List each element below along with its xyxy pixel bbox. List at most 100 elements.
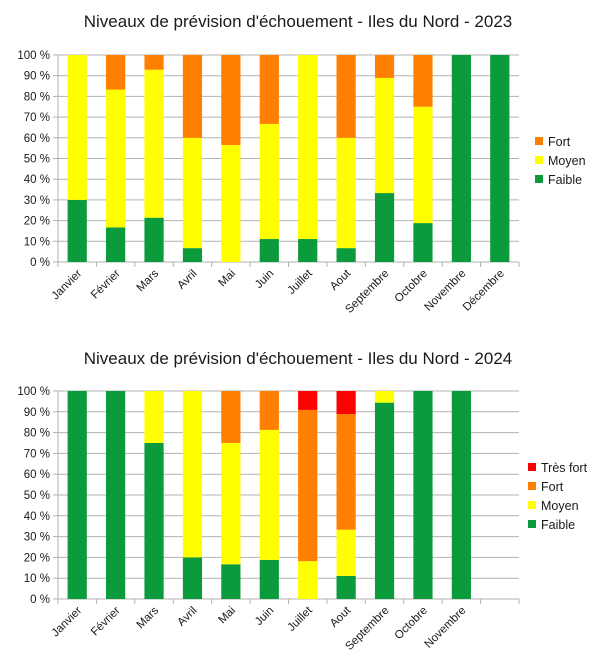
legend-label-fort: Fort <box>548 135 571 149</box>
x-tick-label: Juin <box>253 605 276 628</box>
x-tick-label: Février <box>89 605 123 639</box>
legend-label-faible: Faible <box>548 173 582 187</box>
x-tick-label: Avril <box>175 268 199 292</box>
bar-faible-fevrier <box>106 227 126 262</box>
y-tick-label: 0 % <box>30 594 50 606</box>
x-tick-label: Aout <box>328 267 354 293</box>
y-tick-label: 70 % <box>24 448 50 460</box>
bar-fort-aout <box>336 414 356 530</box>
bar-fort-aout <box>336 55 356 138</box>
bar-faible-juillet <box>298 239 318 262</box>
bar-faible-decembre <box>490 55 510 262</box>
x-tick-label: Janvier <box>50 268 85 303</box>
bar-faible-mars <box>144 443 164 599</box>
legend-swatch-tres-fort <box>528 463 536 471</box>
bar-faible-septembre <box>374 402 395 599</box>
y-tick-label: 90 % <box>24 407 50 419</box>
y-tick-label: 60 % <box>24 133 50 145</box>
y-tick-label: 10 % <box>24 236 50 248</box>
legend-label-tres-fort: Très fort <box>541 461 588 475</box>
x-tick-label: Juillet <box>286 267 316 297</box>
y-tick-label: 60 % <box>24 469 50 481</box>
bar-moyen-avril <box>182 137 203 249</box>
chart-2: Niveaux de prévision d'échouement - Iles… <box>17 349 587 653</box>
bar-faible-avril <box>182 248 203 262</box>
x-tick-label: Février <box>89 268 123 302</box>
legend-label-moyen: Moyen <box>541 499 579 513</box>
y-tick-label: 100 % <box>17 50 50 62</box>
legend-swatch-fort <box>535 137 543 145</box>
y-tick-label: 30 % <box>24 195 50 207</box>
bar-faible-janvier <box>67 199 87 262</box>
y-tick-label: 30 % <box>24 532 50 544</box>
y-tick-label: 80 % <box>24 91 50 103</box>
x-tick-label: Aout <box>328 604 354 630</box>
bar-faible-novembre <box>451 55 471 262</box>
legend-label-moyen: Moyen <box>548 154 586 168</box>
bar-fort-avril <box>182 55 203 138</box>
bar-moyen-juin <box>259 123 279 240</box>
bar-fort-juin <box>259 391 279 430</box>
bar-fort-septembre <box>374 55 395 78</box>
y-tick-label: 40 % <box>24 174 50 186</box>
bar-moyen-juillet <box>298 55 318 240</box>
bar-moyen-aout <box>336 529 356 576</box>
bar-faible-novembre <box>451 391 471 599</box>
chart-title: Niveaux de prévision d'échouement - Iles… <box>84 12 513 31</box>
bar-faible-juin <box>259 559 279 599</box>
bar-faible-mai <box>221 564 241 599</box>
bar-fort-fevrier <box>106 55 126 90</box>
bar-moyen-mai <box>221 443 241 565</box>
x-tick-label: Mars <box>135 604 162 631</box>
y-tick-label: 40 % <box>24 511 50 523</box>
x-tick-label: Mai <box>216 268 238 290</box>
x-tick-label: Décembre <box>461 268 507 314</box>
bar-fort-octobre <box>413 55 433 107</box>
legend-swatch-faible <box>535 175 543 183</box>
bar-faible-octobre <box>413 391 433 599</box>
bar-moyen-octobre <box>413 106 433 224</box>
bar-tres-fort-juillet <box>298 391 318 410</box>
x-tick-label: Novembre <box>422 605 468 651</box>
x-tick-label: Janvier <box>50 605 85 640</box>
bar-moyen-juin <box>259 429 279 560</box>
y-tick-label: 20 % <box>24 216 50 228</box>
x-tick-label: Octobre <box>393 605 430 642</box>
y-tick-label: 50 % <box>24 154 50 166</box>
legend-swatch-faible <box>528 520 536 528</box>
legend-swatch-fort <box>528 482 536 490</box>
bar-moyen-fevrier <box>106 89 126 228</box>
y-tick-label: 20 % <box>24 552 50 564</box>
x-tick-label: Mars <box>135 267 162 294</box>
x-tick-label: Mai <box>216 605 238 627</box>
y-tick-label: 10 % <box>24 573 50 585</box>
x-tick-label: Avril <box>175 605 199 629</box>
bar-faible-octobre <box>413 223 433 262</box>
bar-moyen-septembre <box>374 391 395 403</box>
x-tick-label: Juillet <box>286 604 316 634</box>
bar-moyen-mars <box>144 391 164 443</box>
y-tick-label: 80 % <box>24 428 50 440</box>
chart-title: Niveaux de prévision d'échouement - Iles… <box>84 349 513 368</box>
bar-fort-juin <box>259 55 279 124</box>
x-tick-label: Juin <box>253 268 276 291</box>
bar-moyen-mars <box>144 69 164 218</box>
bar-faible-septembre <box>374 193 395 262</box>
y-tick-label: 100 % <box>17 386 50 398</box>
x-tick-label: Octobre <box>393 268 430 305</box>
legend-swatch-moyen <box>528 501 536 509</box>
bar-faible-janvier <box>67 391 87 599</box>
bar-moyen-mai <box>221 145 241 262</box>
chart-1: Niveaux de prévision d'échouement - Iles… <box>17 12 585 316</box>
y-tick-label: 70 % <box>24 112 50 124</box>
bar-moyen-avril <box>182 391 203 558</box>
bar-moyen-juillet <box>298 561 318 599</box>
bar-faible-juin <box>259 239 279 262</box>
bar-faible-fevrier <box>106 391 126 599</box>
bar-tres-fort-aout <box>336 391 356 415</box>
y-tick-label: 50 % <box>24 490 50 502</box>
bar-faible-aout <box>336 575 356 599</box>
bar-faible-avril <box>182 557 203 599</box>
y-tick-label: 0 % <box>30 257 50 269</box>
